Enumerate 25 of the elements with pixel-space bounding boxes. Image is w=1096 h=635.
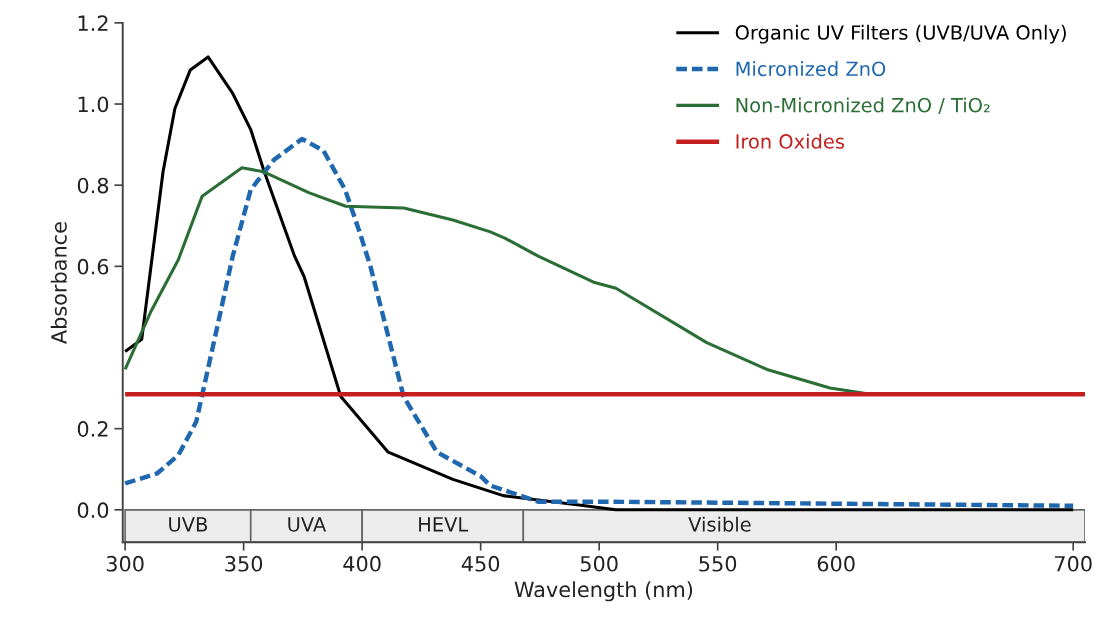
legend-label: Non-Micronized ZnO / TiO₂: [736, 97, 990, 114]
y-tick-label: 1.0: [78, 96, 109, 113]
band-label: HEVL: [419, 517, 469, 532]
y-axis-title: Absorbance: [50, 222, 67, 344]
x-tick-label: 550: [699, 555, 737, 572]
x-axis-title: Wavelength (nm): [514, 581, 693, 602]
x-tick-label: 600: [817, 555, 855, 572]
y-tick-label: 0.0: [77, 502, 109, 519]
line-series: [123, 55, 1075, 512]
legend-label: Iron Oxides: [736, 133, 845, 149]
y-tick-label: 0.8: [77, 177, 109, 194]
x-tick-label: 700: [1055, 555, 1092, 572]
band-label: UVB: [169, 517, 207, 532]
x-tick-label: 300: [106, 555, 144, 572]
x-tick-label: 400: [343, 555, 381, 572]
x-tick-label: 450: [461, 555, 500, 572]
legend-label: Organic UV Filters (UVB/UVA Only): [735, 24, 1066, 44]
y-tick-label: 0.2: [77, 421, 108, 437]
band-label: Visible: [688, 516, 751, 532]
band-label: UVA: [288, 517, 327, 532]
legend-label: Micronized ZnO: [736, 61, 886, 77]
x-tick-label: 350: [225, 555, 263, 572]
x-tick-label: 500: [580, 555, 618, 572]
y-tick-label: 0.6: [77, 258, 109, 275]
y-tick-label: 1.2: [78, 15, 108, 31]
